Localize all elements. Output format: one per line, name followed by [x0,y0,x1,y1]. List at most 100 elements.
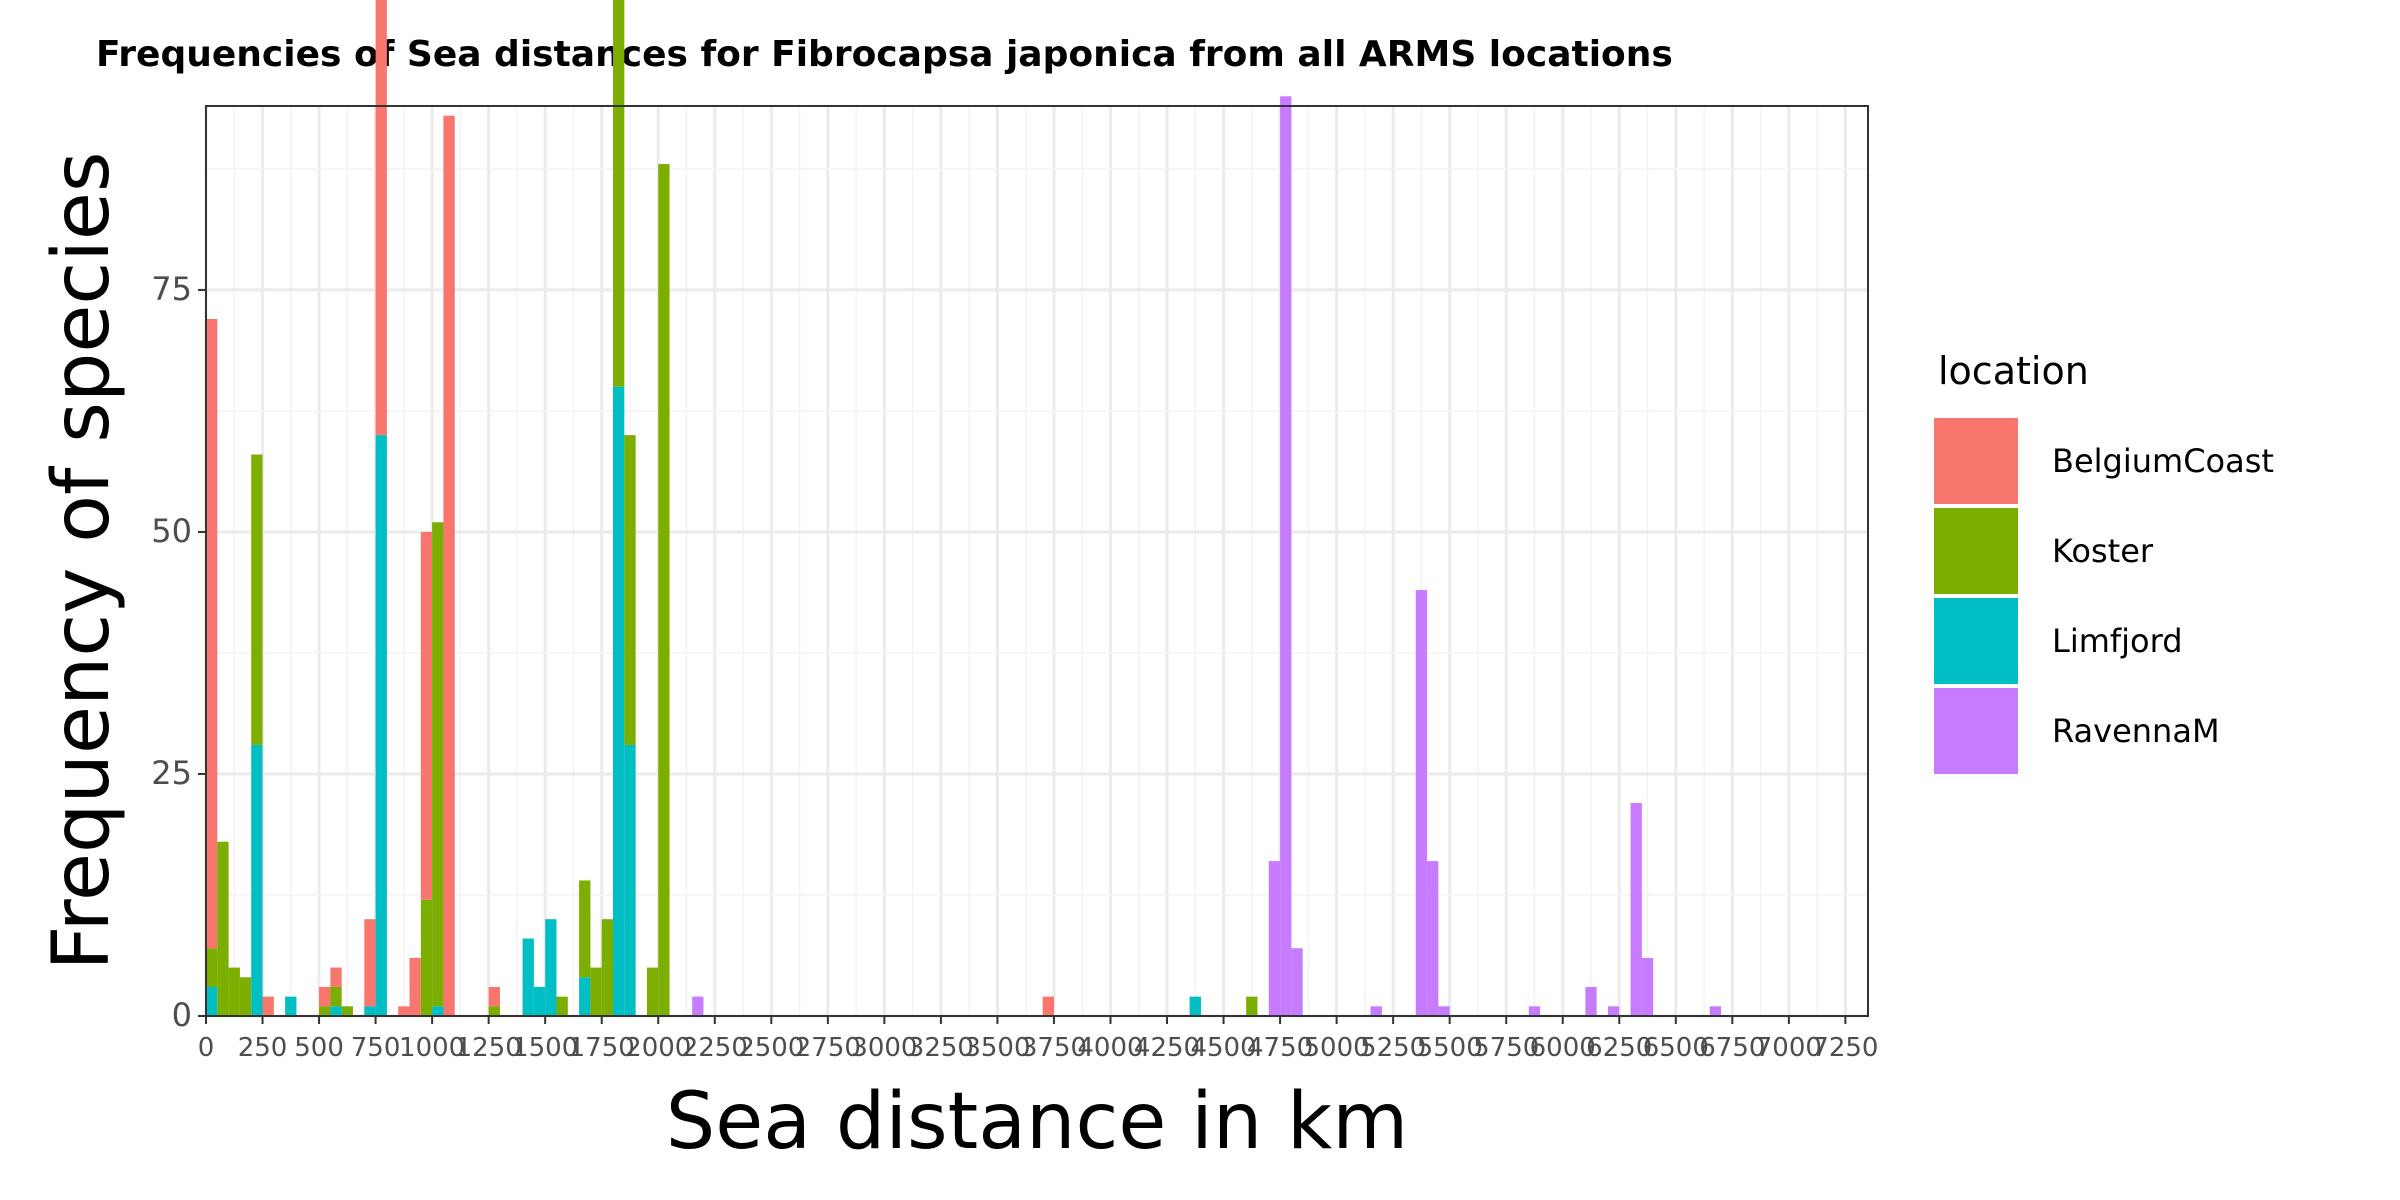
bar-koster [488,1006,500,1016]
bar-ravennam [1641,957,1654,1016]
x-axis-title: Sea distance in km [666,1077,1408,1167]
bar-limfjord [432,1006,444,1016]
bar-belgiumcoast [262,996,274,1016]
legend-label-ravennam: RavennaM [2052,712,2220,750]
bar-ravennam [1607,1006,1620,1016]
bar-limfjord [251,744,263,1016]
bar-koster [341,1006,353,1016]
bar-limfjord [1189,996,1201,1016]
bar-ravennam [1370,1006,1382,1016]
bar-belgiumcoast [319,986,331,1007]
bar-ravennam [1280,96,1292,1016]
legend-key-limfjord [1934,598,2018,684]
y-tick-label: 0 [172,996,192,1034]
bar-limfjord [285,996,297,1016]
x-tick-label: 5750 [1473,1033,1539,1063]
x-tick-label: 6750 [1699,1033,1765,1063]
x-tick-label: 4000 [1077,1033,1143,1063]
bar-koster [590,967,602,1016]
bar-koster [601,919,614,1016]
bar-ravennam [1415,590,1428,1016]
x-tick-label: 5000 [1304,1033,1370,1063]
bar-koster [330,986,342,1007]
bar-ravennam [1427,861,1439,1016]
x-tick-label: 5250 [1360,1033,1426,1063]
legend: location BelgiumCoast Koster Limfjord Raven… [1934,349,2274,774]
bar-koster [319,1006,331,1016]
bar-ravennam [1268,861,1281,1016]
x-tick-label: 6000 [1530,1033,1596,1063]
bar-koster [613,0,625,387]
x-tick-label: 750 [351,1033,401,1063]
bar-limfjord [375,435,387,1016]
bar-belgiumcoast [409,957,421,1016]
legend-items: BelgiumCoast Koster Limfjord RavennaM [1934,418,2274,774]
x-tick-label: 6250 [1586,1033,1652,1063]
legend-key-koster [1934,508,2018,594]
y-axis: 0 25 50 75 [151,270,206,1034]
bar-koster [420,899,433,1016]
bar-koster [624,435,636,745]
x-tick-label: 500 [294,1033,344,1063]
bar-belgiumcoast [330,967,342,987]
bars [206,0,1722,1017]
bar-limfjord [206,986,218,1016]
legend-key-belgiumcoast [1934,418,2018,504]
bar-belgiumcoast [1042,996,1054,1016]
y-tick-label: 50 [151,512,192,550]
x-tick-label: 1000 [399,1033,465,1063]
x-tick-label: 1750 [569,1033,635,1063]
x-tick-label: 3500 [964,1033,1030,1063]
x-tick-label: 7250 [1812,1033,1878,1063]
bar-belgiumcoast [364,919,376,1007]
x-tick-label: 4500 [1190,1033,1256,1063]
bar-koster [239,977,252,1016]
legend-label-limfjord: Limfjord [2052,622,2183,660]
bar-koster [432,522,444,1007]
bar-limfjord [579,977,591,1016]
bar-koster [228,967,240,1016]
bar-koster [658,164,670,1017]
bar-limfjord [364,1006,376,1016]
x-tick-label: 2000 [625,1033,691,1063]
chart-title: Frequencies of Sea distances for Fibroca… [96,34,1673,75]
bar-limfjord [533,986,546,1016]
bar-ravennam [1438,1006,1450,1016]
bar-ravennam [1630,803,1642,1016]
x-tick-label: 250 [238,1033,288,1063]
x-tick-label: 1500 [512,1033,578,1063]
bar-ravennam [692,996,704,1016]
bar-belgiumcoast [375,0,387,436]
x-tick-label: 0 [198,1033,215,1063]
y-axis-title: Frequency of species [37,151,127,970]
x-tick-label: 2250 [682,1033,748,1063]
bar-ravennam [1709,1006,1722,1016]
bar-belgiumcoast [443,115,455,1017]
bar-koster [646,967,659,1016]
x-tick-label: 1250 [456,1033,522,1063]
x-tick-label: 3750 [1021,1033,1087,1063]
bar-limfjord [522,938,534,1016]
bar-ravennam [1585,986,1597,1016]
bar-koster [1246,996,1258,1016]
gridlines [204,106,1868,1018]
bar-koster [579,880,591,978]
x-tick-label: 5500 [1417,1033,1483,1063]
bar-belgiumcoast [398,1006,410,1016]
legend-key-ravennam [1934,688,2018,774]
bar-koster [206,948,218,987]
x-tick-label: 2750 [795,1033,861,1063]
plot-panel [204,0,1869,1018]
bar-belgiumcoast [488,986,500,1007]
x-tick-label: 4250 [1134,1033,1200,1063]
x-tick-label: 2500 [738,1033,804,1063]
bar-limfjord [624,744,636,1016]
bar-belgiumcoast [206,318,218,949]
x-tick-label: 4750 [1247,1033,1313,1063]
bar-belgiumcoast [420,531,433,900]
plot-border [205,105,1869,1017]
bar-limfjord [613,386,625,1016]
x-tick-label: 3000 [851,1033,917,1063]
x-axis: 0 250 500 750100012501500175020002250250027… [198,1016,1878,1063]
